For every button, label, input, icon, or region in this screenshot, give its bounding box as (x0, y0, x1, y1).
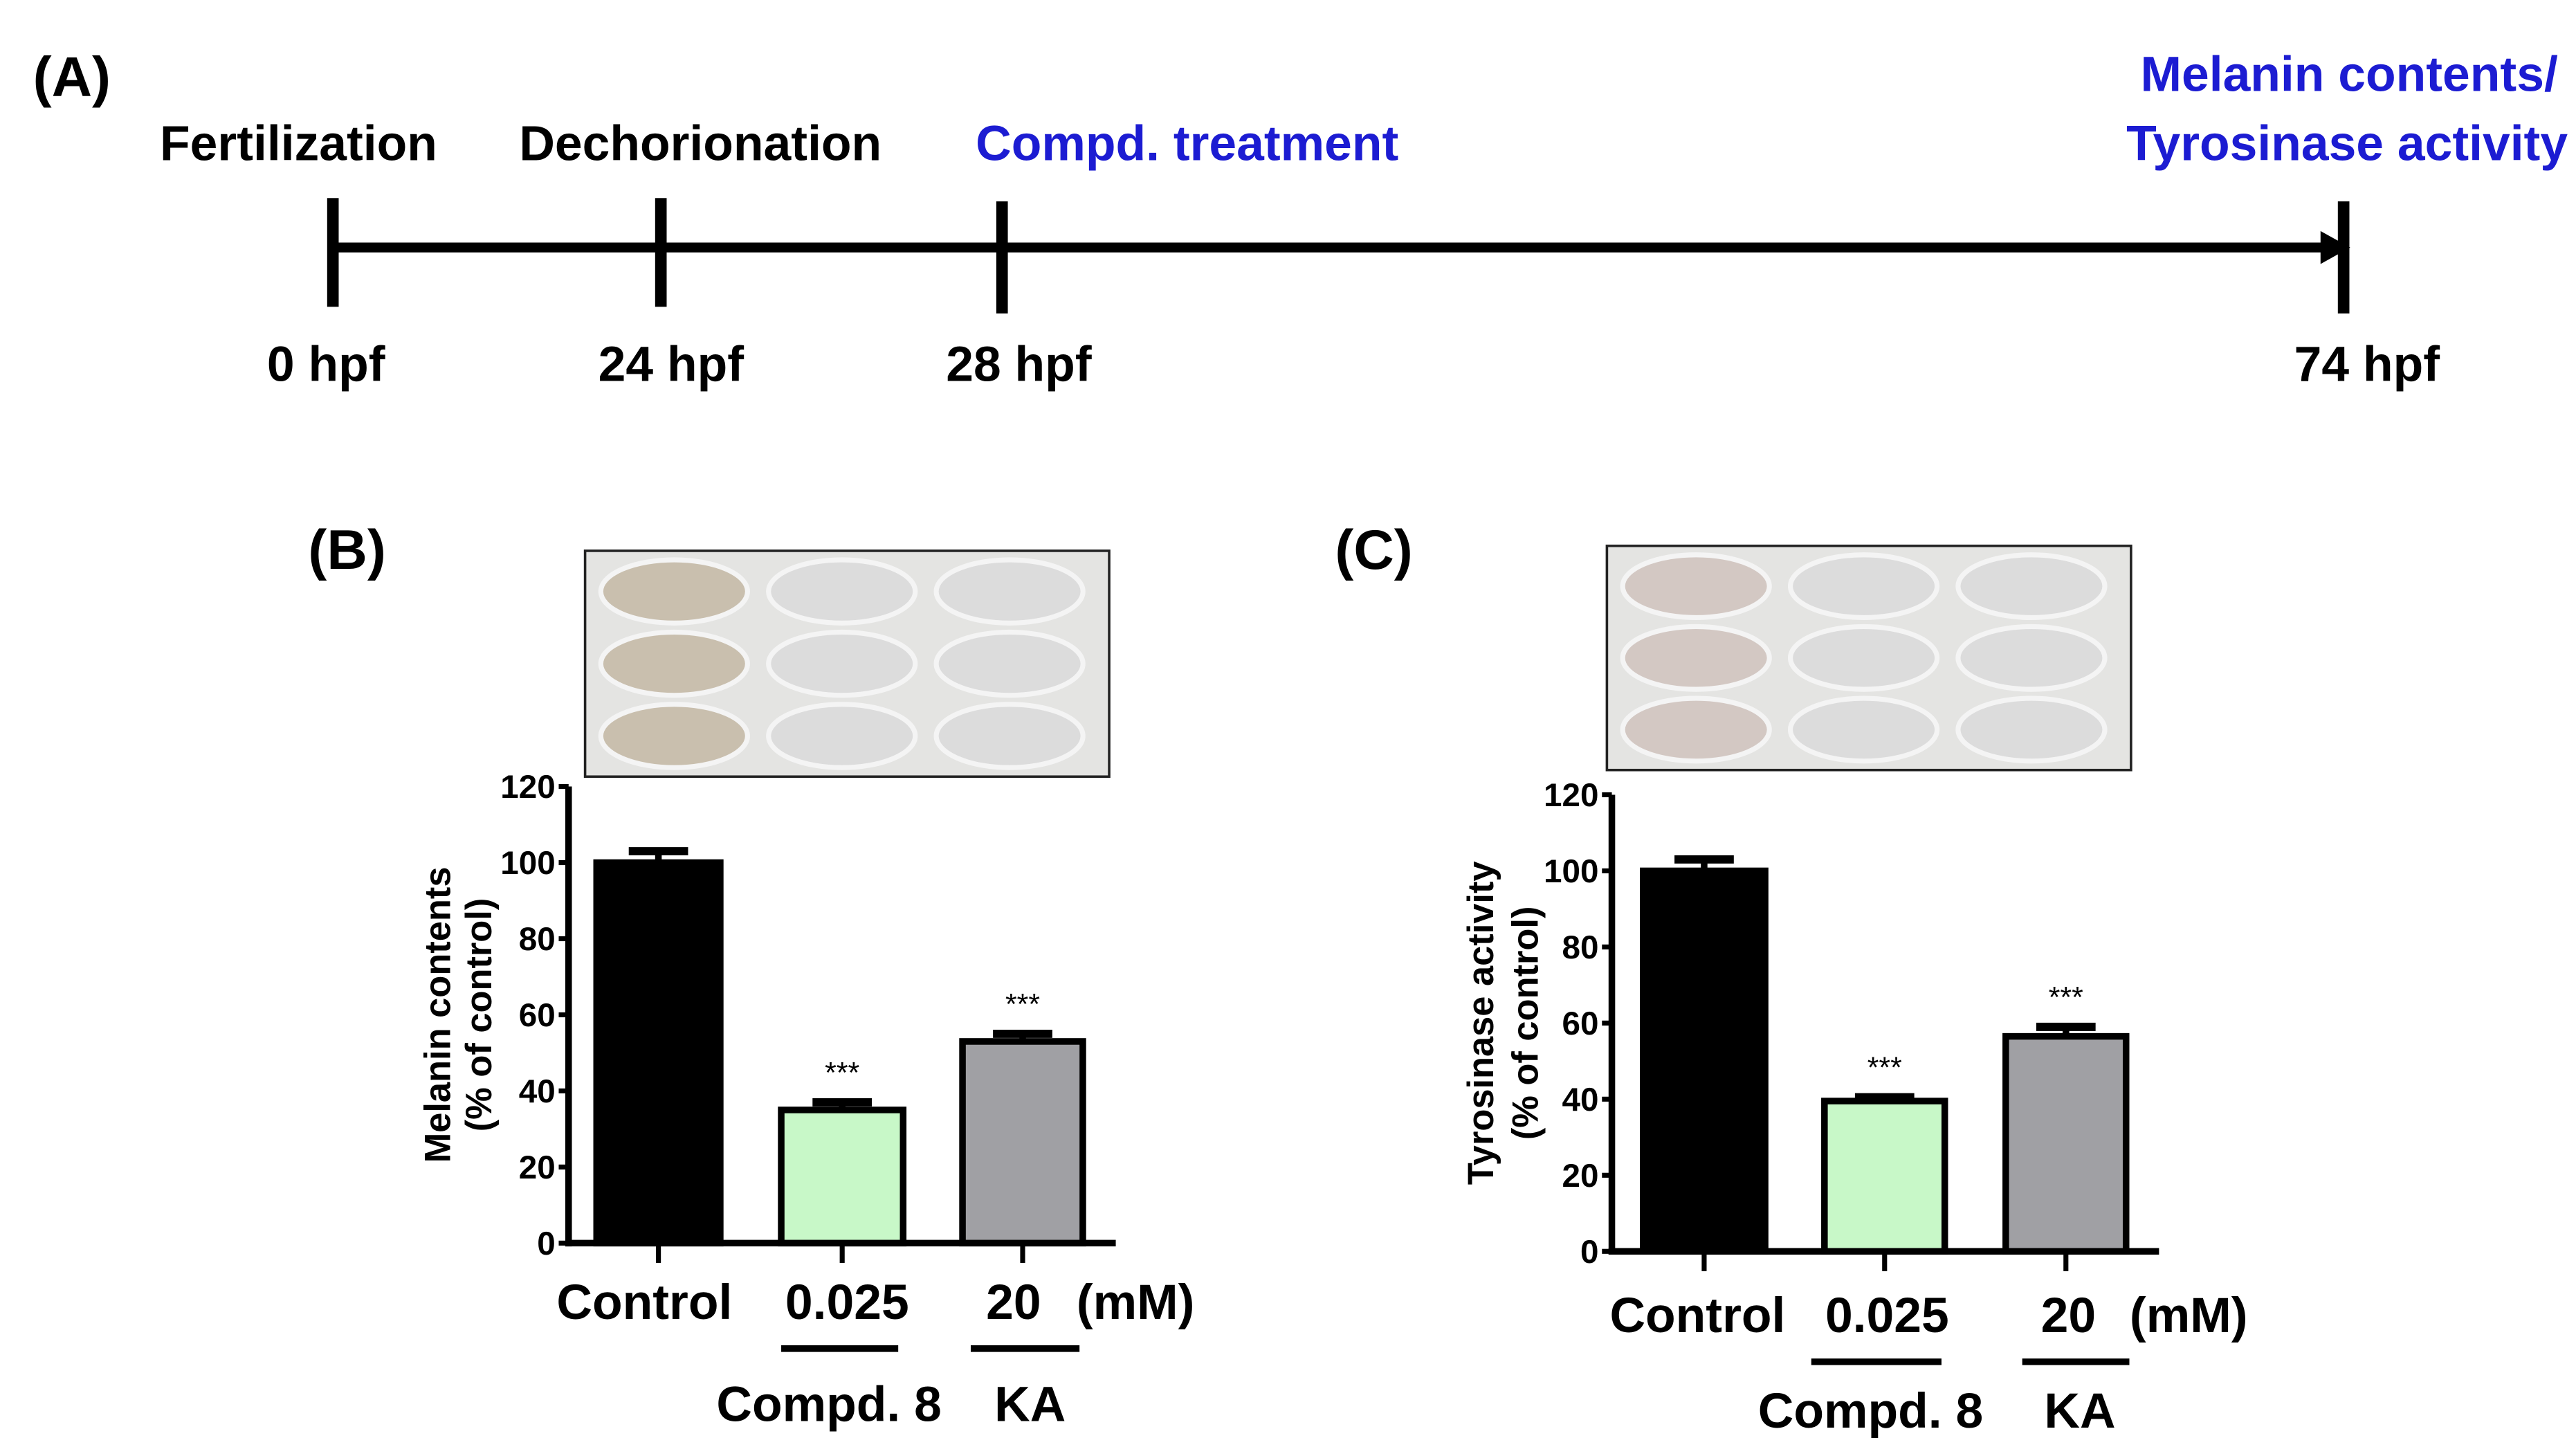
x-tick-label: Control (1609, 1288, 1785, 1343)
unit-label: (mM) (2130, 1288, 2248, 1343)
y-axis-title: Tyrosinase activity (1461, 861, 1501, 1185)
well (598, 557, 750, 626)
bar-control (1640, 867, 1769, 1255)
panel-label: (C) (1335, 519, 1412, 581)
unit-label: (mM) (1077, 1275, 1195, 1330)
significance-mark: *** (825, 1056, 859, 1089)
well (1955, 695, 2108, 764)
well (766, 629, 918, 698)
well (598, 629, 750, 698)
y-axis-title: (% of control) (1506, 907, 1546, 1140)
panel-label: (B) (308, 519, 385, 581)
x-tick-label: 0.025 (1825, 1288, 1949, 1343)
endpoint-line-1: Melanin contents/ (2140, 46, 2557, 102)
panel-c: (C) 0 20 40 60 80 100 120 Tyrosinase activity (% … (1335, 519, 2247, 1439)
time-28: 28 hpf (946, 337, 1092, 392)
event-dechorionation: Dechorionation (519, 116, 881, 171)
x-tick-label: 20 (986, 1275, 1041, 1330)
well (1620, 695, 1772, 764)
well (1955, 552, 2108, 621)
y-tick-label: 20 (519, 1149, 556, 1186)
bar-control (593, 859, 724, 1247)
well (1620, 624, 1772, 692)
well (933, 702, 1086, 770)
y-tick-label: 100 (500, 845, 555, 882)
time-24: 24 hpf (599, 337, 745, 392)
bar-20 (2002, 1032, 2130, 1255)
well (1787, 624, 1940, 692)
group-label: Compd. 8 (1758, 1383, 1983, 1439)
well-plate-photo (1605, 545, 2132, 772)
timeline-axis (327, 198, 2350, 313)
endpoint-line-2: Tyrosinase activity (2126, 116, 2568, 171)
event-fertilization: Fertilization (160, 116, 437, 171)
y-tick-label: 120 (500, 769, 555, 806)
well (598, 702, 750, 770)
bar-0.025 (778, 1107, 907, 1247)
y-tick-label: 80 (1562, 929, 1599, 966)
event-compound-treatment: Compd. treatment (976, 116, 1398, 171)
y-tick-label: 60 (519, 997, 556, 1034)
y-tick-label: 20 (1562, 1158, 1599, 1194)
well (766, 702, 918, 770)
well (933, 557, 1086, 626)
well (1955, 624, 2108, 692)
arrow-head-icon (2320, 230, 2350, 264)
bar-20 (959, 1038, 1086, 1247)
y-tick-label: 100 (1544, 853, 1598, 890)
y-tick-label: 0 (1580, 1234, 1599, 1271)
panel-b: (B) 0 20 40 60 80 100 120 Melanin contents (% of … (308, 519, 1194, 1432)
x-tick-label: 20 (2041, 1288, 2096, 1343)
y-tick-label: 60 (1562, 1005, 1599, 1042)
significance-mark: *** (2049, 981, 2083, 1014)
well (1787, 695, 1940, 764)
group-label: KA (2044, 1383, 2115, 1439)
well (766, 557, 918, 626)
time-0: 0 hpf (267, 337, 385, 392)
y-tick-label: 0 (537, 1226, 556, 1262)
group-label: Compd. 8 (716, 1377, 941, 1432)
panel-label-a: (A) (33, 46, 111, 109)
bar-0.025 (1821, 1098, 1948, 1255)
x-tick-label: Control (556, 1275, 732, 1330)
y-tick-label: 40 (1562, 1082, 1599, 1118)
significance-mark: *** (1867, 1051, 1902, 1084)
y-tick-label: 80 (519, 921, 556, 958)
group-label: KA (994, 1377, 1066, 1432)
significance-mark: *** (1005, 988, 1040, 1021)
y-tick-label: 40 (519, 1073, 556, 1110)
well-plate-photo (583, 549, 1111, 779)
x-tick-label: 0.025 (785, 1275, 909, 1330)
y-axis-title: (% of control) (459, 898, 500, 1132)
y-tick-label: 120 (1544, 777, 1598, 814)
well (1787, 552, 1940, 621)
y-axis-title: Melanin contents (418, 867, 458, 1163)
time-74: 74 hpf (2294, 337, 2440, 392)
well (1620, 552, 1772, 621)
well (933, 629, 1086, 698)
